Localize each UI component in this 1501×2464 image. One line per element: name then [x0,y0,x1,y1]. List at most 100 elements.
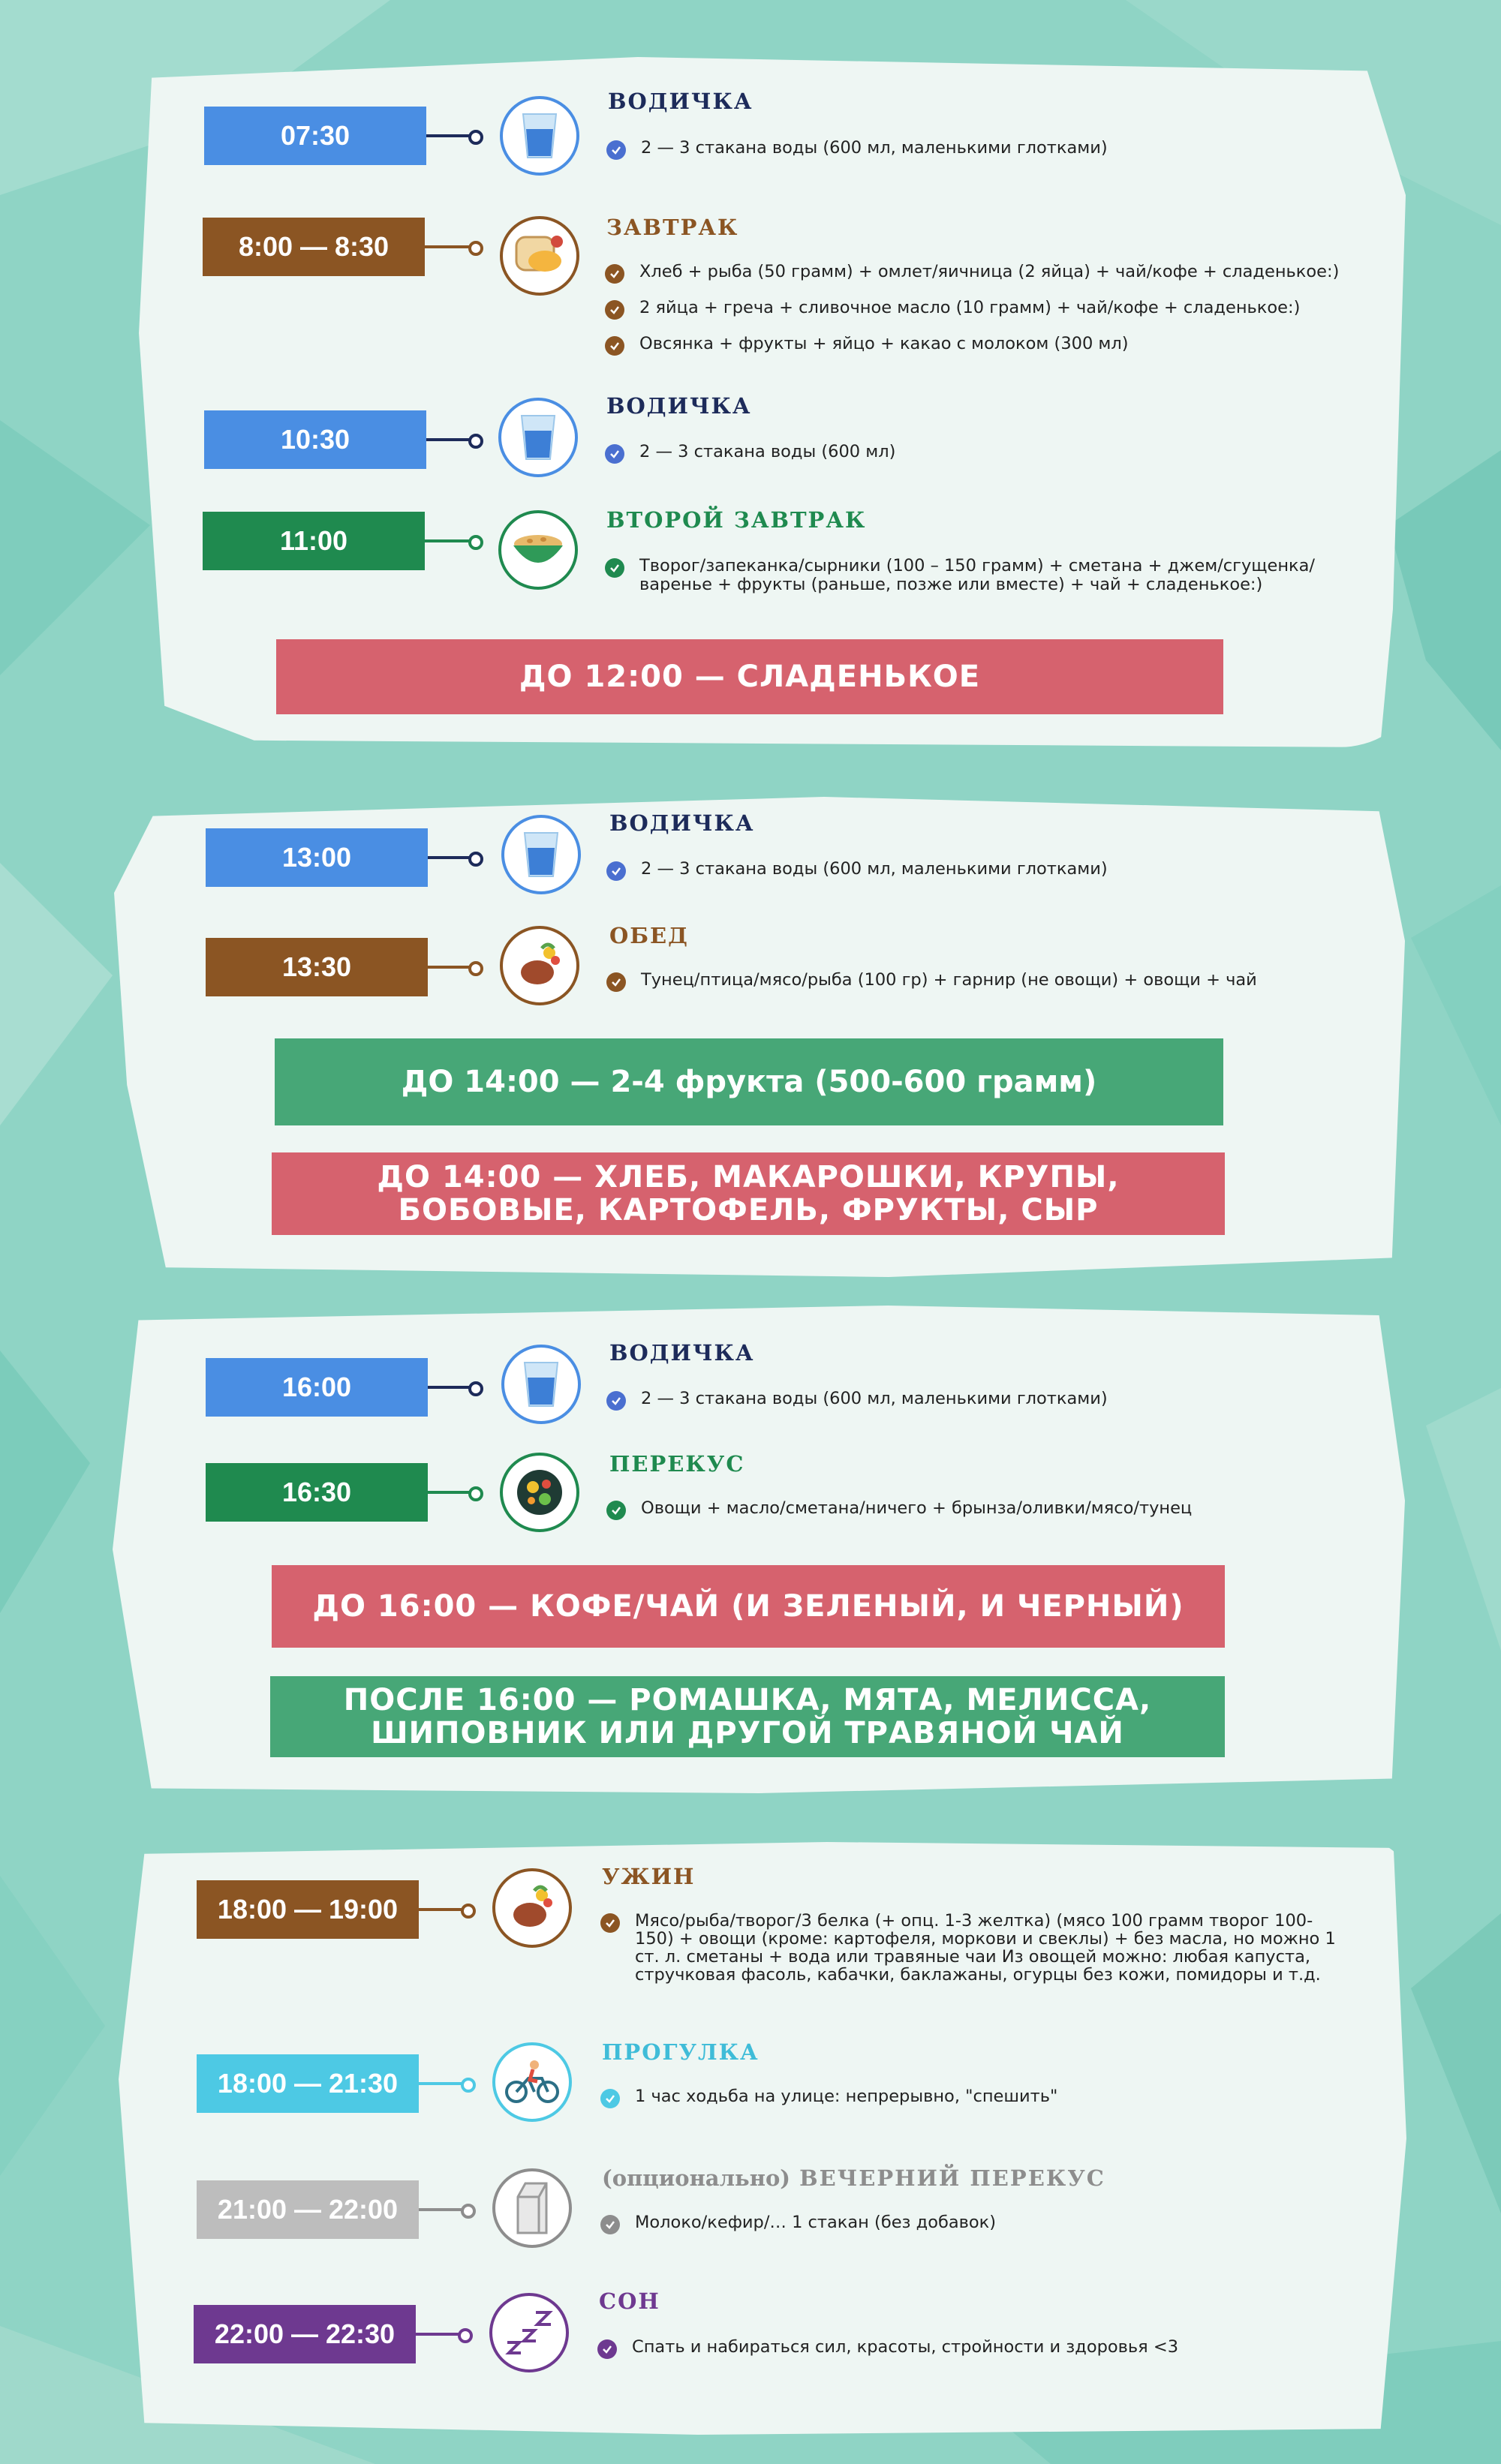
check-icon [606,140,626,160]
entry-title: СОН [599,2288,660,2314]
timeline-connector [419,2082,465,2085]
check-icon [606,1501,626,1520]
sleep-zzz-icon [489,2293,569,2372]
time-badge: 18:00 — 19:00 [197,1880,419,1939]
rule-banner: ДО 16:00 — КОФЕ/ЧАЙ (И ЗЕЛЕНЫЙ, И ЧЕРНЫЙ… [272,1565,1225,1648]
list-item: Овсянка + фрукты + яйцо + какао с молоко… [605,335,1355,356]
list-item: Молоко/кефир/… 1 стакан (без добавок) [600,2213,1336,2234]
timeline-connector [426,134,473,137]
entry-title-text: ВЕЧЕРНИЙ ПЕРЕКУС [799,2165,1105,2191]
timeline-dot [468,852,483,867]
entry-title: ВОДИЧКА [606,393,752,419]
time-badge: 21:00 — 22:00 [197,2180,419,2239]
entry-title-prefix: (опционально) [602,2165,791,2191]
entry-title: ПРОГУЛКА [602,2039,760,2065]
item-text: 2 яйца + греча + сливочное масло (10 гра… [639,298,1301,317]
item-text: Тунец/птица/мясо/рыба (100 гр) + гарнир … [641,970,1257,990]
time-badge: 13:30 [206,938,428,996]
timeline-connector [428,1491,473,1494]
time-badge: 22:00 — 22:30 [194,2305,416,2363]
timeline-connector [426,438,473,441]
entry-title: ПЕРЕКУС [609,1451,745,1477]
water-glass-icon [498,398,578,477]
check-icon [605,336,624,356]
check-icon [605,444,624,464]
time-badge: 8:00 — 8:30 [203,218,425,276]
meat-plate-icon [492,1868,572,1948]
meat-plate-icon [500,926,579,1005]
bicycle-icon [492,2042,572,2122]
porridge-bowl-icon [498,510,578,590]
list-item: 2 — 3 стакана воды (600 мл, маленькими г… [606,860,1327,881]
entry-title: ВОДИЧКА [608,89,754,114]
entry-title: ОБЕД [609,923,689,948]
breakfast-sandwich-icon [500,216,579,296]
time-badge: 16:00 [206,1358,428,1417]
timeline-dot [468,130,483,145]
item-text: Хлеб + рыба (50 грамм) + омлет/яичница (… [639,262,1340,281]
list-item: 2 — 3 стакана воды (600 мл, маленькими г… [606,1390,1327,1411]
timeline-connector [428,856,473,859]
item-text: 2 — 3 стакана воды (600 мл, маленькими г… [641,859,1108,879]
timeline-dot [461,2078,476,2093]
water-glass-icon [501,815,581,894]
check-icon [605,264,624,284]
rule-banner: ДО 12:00 — СЛАДЕНЬКОЕ [276,639,1223,714]
timeline-dot [468,434,483,449]
time-badge: 16:30 [206,1463,428,1522]
water-glass-icon [501,1345,581,1424]
time-badge: 18:00 — 21:30 [197,2054,419,2113]
timeline-dot [468,241,483,256]
list-item: 2 — 3 стакана воды (600 мл) [605,443,1325,464]
timeline-dot [468,1381,483,1396]
list-item: Овощи + масло/сметана/ничего + брынза/ол… [606,1499,1357,1520]
timeline-connector [416,2333,462,2336]
list-item: 1 час ходьба на улице: непрерывно, "спеш… [600,2087,1336,2108]
time-badge: 11:00 [203,512,425,570]
item-text: 2 — 3 стакана воды (600 мл, маленькими г… [641,138,1108,158]
item-text: 1 час ходьба на улице: непрерывно, "спеш… [635,2087,1058,2106]
item-text: Спать и набираться сил, красоты, стройно… [632,2337,1179,2357]
check-icon [597,2339,617,2359]
item-text: 2 — 3 стакана воды (600 мл, маленькими г… [641,1389,1108,1408]
check-icon [600,1913,620,1933]
item-text: 2 — 3 стакана воды (600 мл) [639,442,896,461]
list-item: Творог/запеканка/сырники (100 – 150 грам… [605,557,1337,594]
time-badge: 13:00 [206,828,428,887]
salad-bowl-icon [500,1453,579,1532]
timeline-connector [419,2208,465,2211]
list-item: Спать и набираться сил, красоты, стройно… [597,2338,1333,2359]
timeline-connector [425,539,473,542]
timeline-connector [425,245,473,248]
list-item: 2 — 3 стакана воды (600 мл, маленькими г… [606,139,1327,160]
check-icon [605,558,624,578]
timeline-dot [468,535,483,550]
check-icon [606,861,626,881]
timeline-dot [458,2328,473,2343]
rule-banner: ДО 14:00 — 2-4 фрукта (500-600 грамм) [275,1038,1223,1125]
item-text: Мясо/рыба/творог/3 белка (+ опц. 1-3 жел… [635,1911,1336,1985]
entry-title: ВОДИЧКА [609,810,755,836]
timeline-connector [428,966,473,969]
item-text: Молоко/кефир/… 1 стакан (без добавок) [635,2213,997,2232]
timeline-dot [468,961,483,976]
timeline-dot [461,2204,476,2219]
item-text: Овсянка + фрукты + яйцо + какао с молоко… [639,334,1129,353]
time-badge: 07:30 [204,107,426,165]
entry-title: (опционально) ВЕЧЕРНИЙ ПЕРЕКУС [602,2165,1105,2191]
timeline-connector [428,1386,473,1389]
item-text: Творог/запеканка/сырники (100 – 150 грам… [639,556,1316,594]
entry-title: ВТОРОЙ ЗАВТРАК [606,507,867,533]
check-icon [606,1391,626,1411]
timeline-dot [468,1486,483,1501]
check-icon [600,2215,620,2234]
list-item: Хлеб + рыба (50 грамм) + омлет/яичница (… [605,263,1355,284]
entry-title: ВОДИЧКА [609,1340,755,1366]
timeline-dot [461,1904,476,1919]
item-text: Овощи + масло/сметана/ничего + брынза/ол… [641,1498,1193,1518]
rule-banner: ДО 14:00 — ХЛЕБ, МАКАРОШКИ, КРУПЫ, БОБОВ… [272,1152,1225,1235]
check-icon [605,300,624,320]
check-icon [600,2089,620,2108]
water-glass-icon [500,96,579,176]
entry-title: УЖИН [602,1864,696,1889]
